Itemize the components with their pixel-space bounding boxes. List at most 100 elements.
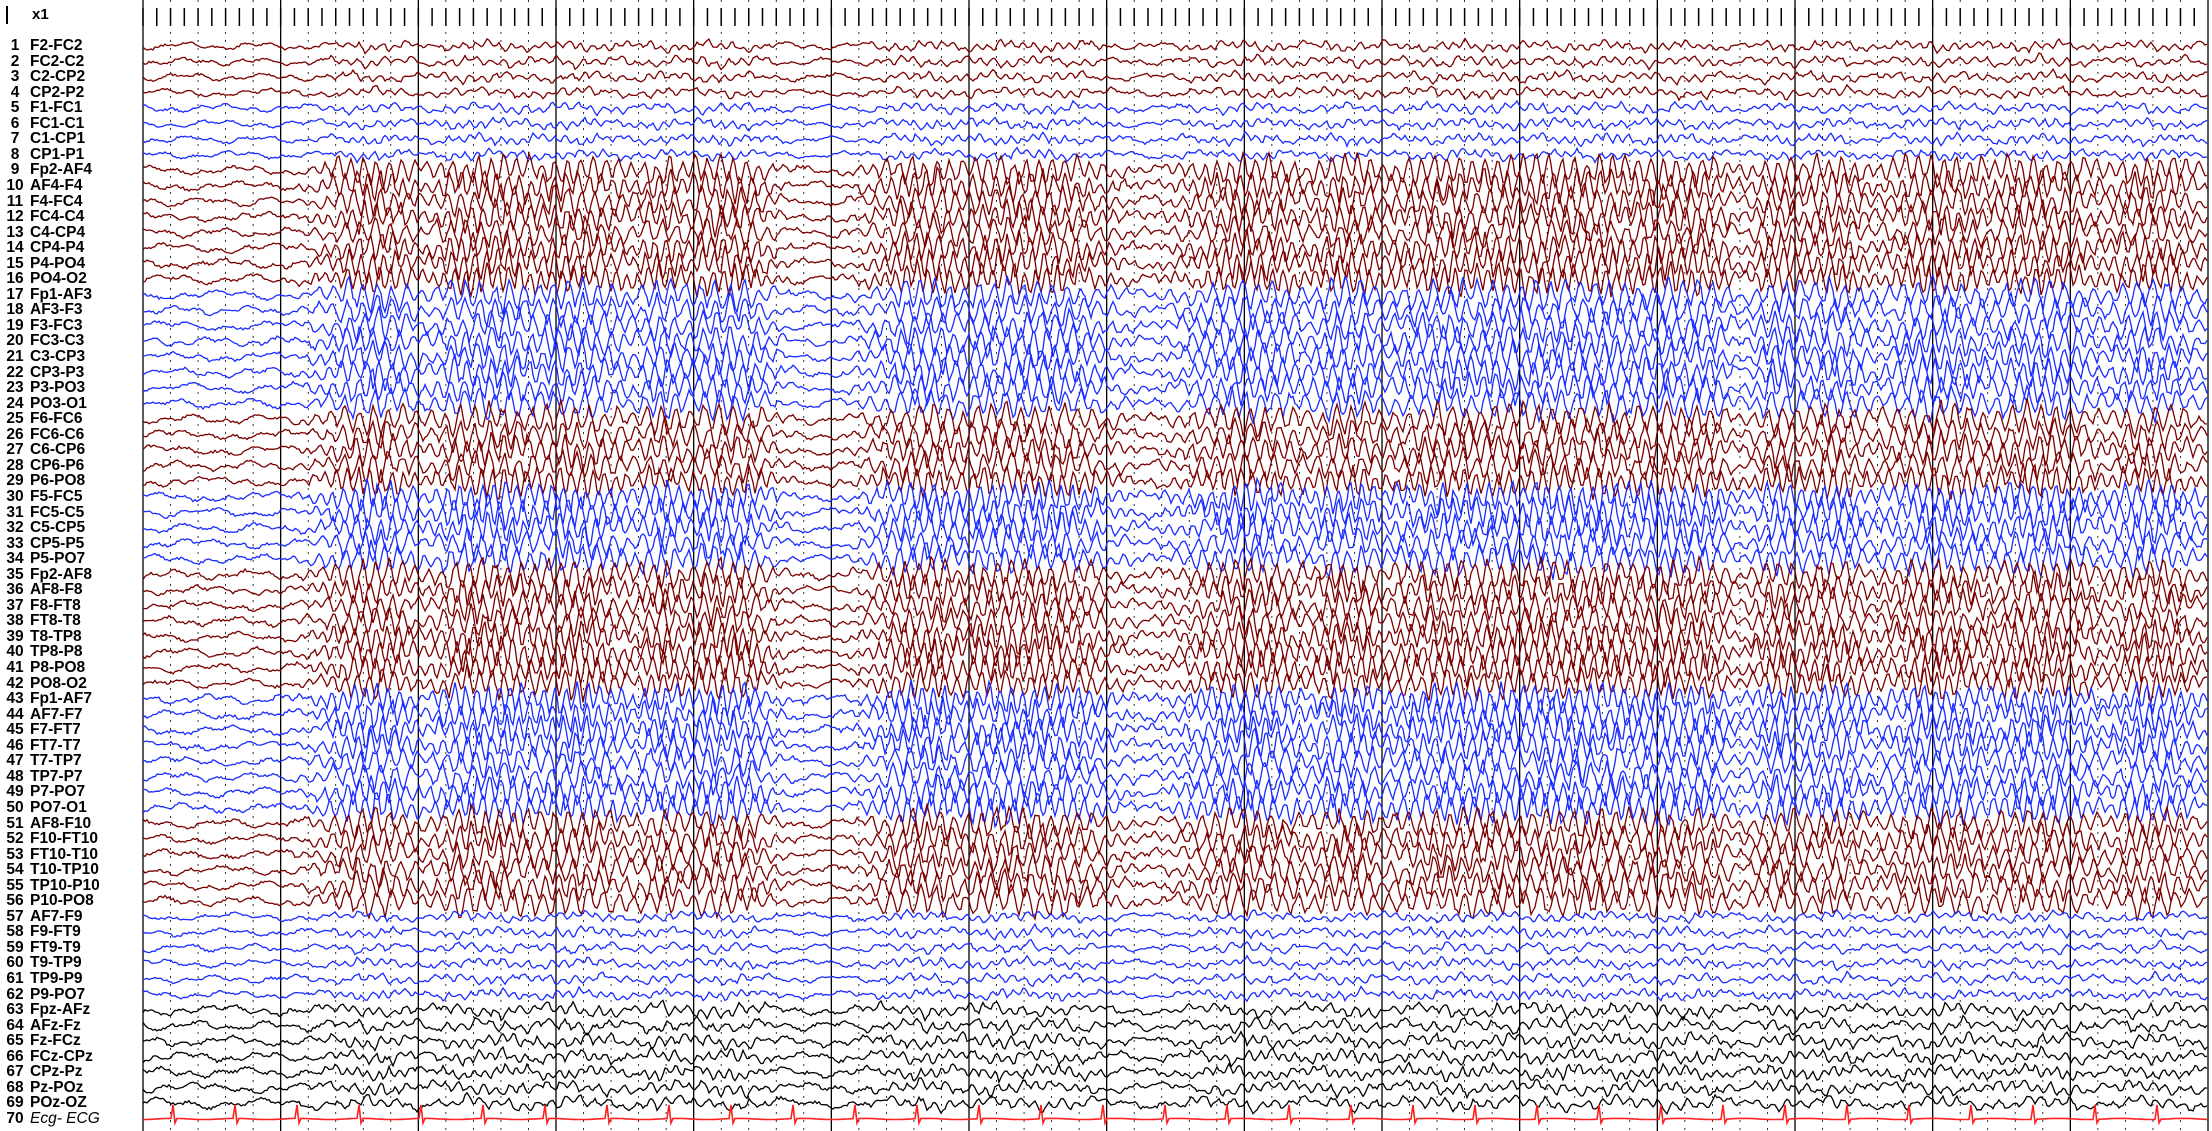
gain-indicator[interactable]: x1: [6, 6, 49, 25]
channel-label[interactable]: 26 FC6-C6: [0, 426, 84, 443]
channel-label[interactable]: 68 Pz-POz: [0, 1079, 83, 1096]
channel-label[interactable]: 43 Fp1-AF7: [0, 691, 92, 707]
channel-label[interactable]: 41 P8-PO8: [0, 660, 85, 676]
channel-label[interactable]: 45 F7-FT7: [0, 722, 80, 738]
channel-label[interactable]: 2 FC2-C2: [0, 53, 85, 70]
channel-label[interactable]: 35 Fp2-AF8: [0, 565, 92, 583]
channel-label[interactable]: 60 T9-TP9: [0, 955, 81, 971]
channel-name: CP1-P1: [30, 145, 85, 163]
channel-label[interactable]: 28 CP6-P6: [0, 457, 84, 474]
channel-label[interactable]: 22 CP3-P3: [0, 364, 84, 381]
channel-label[interactable]: 53 FT10-T10: [0, 846, 98, 863]
channel-label[interactable]: 50 PO7-O1: [0, 799, 86, 816]
channel-trace: [142, 273, 2208, 316]
channel-label[interactable]: 11 F4-FC4: [0, 193, 83, 210]
channel-name: Fp2-AF8: [30, 565, 92, 583]
channel-label[interactable]: 3 C2-CP2: [0, 69, 85, 85]
channel-label[interactable]: 33 CP5-P5: [0, 534, 84, 552]
channel-label[interactable]: 19 F3-FC3: [0, 317, 82, 334]
channel-label[interactable]: 42 PO8-O2: [0, 675, 86, 692]
channel-label[interactable]: 17 Fp1-AF3: [0, 286, 92, 303]
channel-label[interactable]: 4 CP2-P2: [0, 84, 85, 101]
channel-label[interactable]: 57 AF7-F9: [0, 908, 82, 925]
channel-label[interactable]: 36 AF8-F8: [0, 582, 82, 598]
channel-label[interactable]: 65 Fz-FCz: [0, 1032, 80, 1050]
channel-name: P4-PO4: [30, 254, 86, 272]
channel-label[interactable]: 58 F9-FT9: [0, 923, 80, 941]
channel-label[interactable]: 12 FC4-C4: [0, 209, 84, 225]
channel-label[interactable]: 27 C6-CP6: [0, 442, 85, 458]
channel-label[interactable]: 7 C1-CP1: [0, 131, 85, 147]
channel-number: 15: [6, 254, 24, 272]
channel-trace: [142, 179, 2208, 221]
channel-label[interactable]: 62 P9-PO7: [0, 986, 85, 1003]
channel-label[interactable]: 54 T10-TP10: [0, 862, 99, 878]
channel-number: 58: [6, 923, 24, 941]
channel-trace: [142, 954, 2208, 972]
channel-number: 64: [6, 1016, 24, 1034]
channel-label[interactable]: 1 F2-FC2: [0, 38, 83, 54]
channel-label[interactable]: 48 TP7-P7: [0, 768, 82, 785]
channel-name: P10-PO8: [30, 892, 94, 910]
channel-label[interactable]: 44 AF7-F7: [0, 705, 82, 723]
channel-label[interactable]: 34 P5-PO7: [0, 551, 85, 567]
channel-name: TP8-P8: [30, 643, 83, 661]
channel-label[interactable]: 20 FC3-C3: [0, 333, 84, 349]
channel-label[interactable]: 46 FT7-T7: [0, 737, 80, 754]
channel-label[interactable]: 8 CP1-P1: [0, 145, 85, 163]
channel-name: POz-OZ: [30, 1094, 87, 1112]
channel-label[interactable]: 6 FC1-C1: [0, 115, 85, 132]
channel-trace: [142, 196, 2208, 240]
channel-label[interactable]: 15 P4-PO4: [0, 254, 86, 272]
channel-label[interactable]: 59 FT9-T9: [0, 939, 80, 956]
channel-label[interactable]: 9 Fp2-AF4: [0, 162, 92, 178]
channel-label[interactable]: 13 C4-CP4: [0, 224, 85, 241]
channel-label[interactable]: 66 FCz-CPz: [0, 1048, 92, 1065]
channel-label[interactable]: 29 P6-PO8: [0, 473, 85, 489]
channel-trace: [142, 67, 2208, 87]
channel-trace: [142, 569, 2208, 610]
channel-label[interactable]: 32 C5-CP5: [0, 520, 85, 536]
channel-trace: [142, 1013, 2208, 1037]
channel-trace: [142, 771, 2208, 812]
channel-label[interactable]: 18 AF3-F3: [0, 302, 82, 318]
channel-label[interactable]: 56 P10-PO8: [0, 892, 94, 910]
channel-label[interactable]: 52 F10-FT10: [0, 831, 98, 847]
channel-label[interactable]: 5 F1-FC1: [0, 100, 83, 116]
channel-label[interactable]: 40 TP8-P8: [0, 643, 83, 661]
channel-label[interactable]: 63 Fpz-AFz: [0, 1002, 90, 1018]
channel-label[interactable]: 16 PO4-O2: [0, 271, 86, 287]
channel-label[interactable]: 69 POz-OZ: [0, 1094, 87, 1112]
channel-label[interactable]: 51 AF8-F10: [0, 815, 91, 832]
channel-number: 44: [6, 705, 24, 723]
channel-trace: [142, 922, 2208, 941]
channel-label[interactable]: 24 PO3-O1: [0, 395, 86, 412]
channel-label[interactable]: 38 FT8-T8: [0, 613, 80, 629]
channel-label[interactable]: 47 T7-TP7: [0, 753, 81, 769]
channel-number: 65: [6, 1032, 24, 1050]
channel-label[interactable]: 21 C3-CP3: [0, 349, 85, 365]
channel-label[interactable]: 64 AFz-Fz: [0, 1016, 80, 1034]
channel-label[interactable]: 14 CP4-P4: [0, 240, 84, 256]
channel-label[interactable]: 25 F6-FC6: [0, 411, 82, 427]
channel-trace: [142, 726, 2208, 768]
channel-label[interactable]: 61 TP9-P9: [0, 971, 82, 987]
channel-label[interactable]: 30 F5-FC5: [0, 488, 82, 505]
channel-name: P5-PO7: [30, 550, 86, 568]
channel-number: 39: [6, 627, 24, 645]
channel-label[interactable]: 67 CPz-Pz: [0, 1064, 82, 1080]
channel-label[interactable]: 70 Ecg- ECG: [0, 1110, 99, 1127]
channel-label[interactable]: 10 AF4-F4: [0, 177, 82, 194]
channel-name: P8-PO8: [30, 659, 86, 676]
channel-label[interactable]: 31 FC5-C5: [0, 504, 84, 521]
channel-label[interactable]: 55 TP10-P10: [0, 877, 99, 894]
channel-trace: [142, 539, 2208, 580]
channel-label[interactable]: 23 P3-PO3: [0, 380, 85, 396]
channel-label[interactable]: 37 F8-FT8: [0, 597, 80, 614]
channel-number: 33: [6, 534, 24, 552]
channel-label[interactable]: 39 T8-TP8: [0, 627, 81, 645]
channel-label[interactable]: 49 P7-PO7: [0, 784, 85, 800]
channel-name: FC4-C4: [30, 208, 85, 226]
